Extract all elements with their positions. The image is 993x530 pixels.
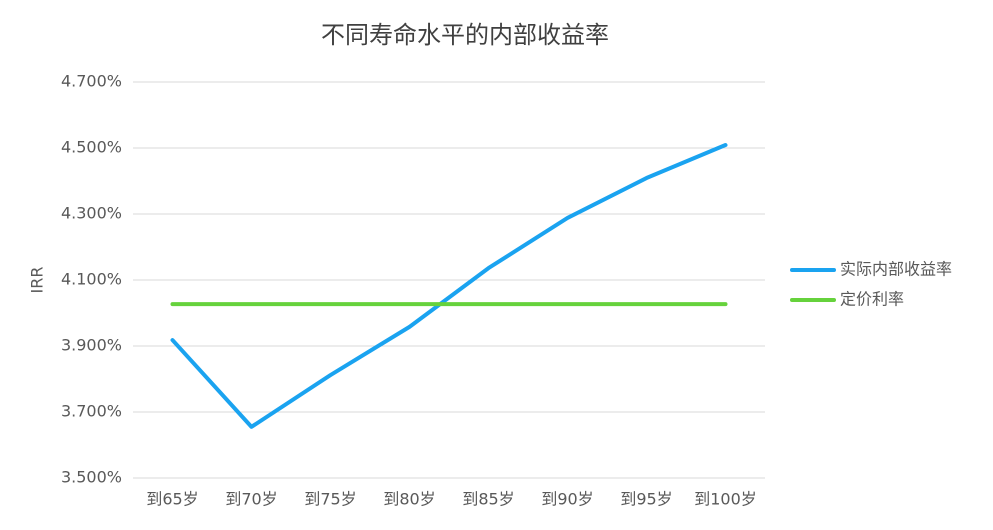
x-tick-label: 到85岁 [462, 490, 514, 509]
x-tick-label: 到80岁 [383, 490, 435, 509]
legend-label: 定价利率 [840, 290, 904, 309]
x-tick-label: 到100岁 [694, 490, 757, 509]
x-tick-label: 到95岁 [620, 490, 672, 509]
y-tick-label: 4.100% [61, 270, 122, 289]
y-tick-label: 4.500% [61, 138, 122, 157]
x-tick-label: 到65岁 [146, 490, 198, 509]
x-tick-label: 到70岁 [225, 490, 277, 509]
y-tick-label: 3.500% [61, 468, 122, 487]
x-tick-label: 到90岁 [541, 490, 593, 509]
chart-title: 不同寿命水平的内部收益率 [321, 21, 609, 49]
y-tick-label: 4.300% [61, 204, 122, 223]
y-tick-label: 4.700% [61, 72, 122, 91]
y-tick-label: 3.700% [61, 402, 122, 421]
y-tick-label: 3.900% [61, 336, 122, 355]
y-axis-label: IRR [28, 267, 47, 294]
series-line [170, 143, 728, 429]
x-tick-label: 到75岁 [304, 490, 356, 509]
legend-label: 实际内部收益率 [840, 260, 952, 279]
